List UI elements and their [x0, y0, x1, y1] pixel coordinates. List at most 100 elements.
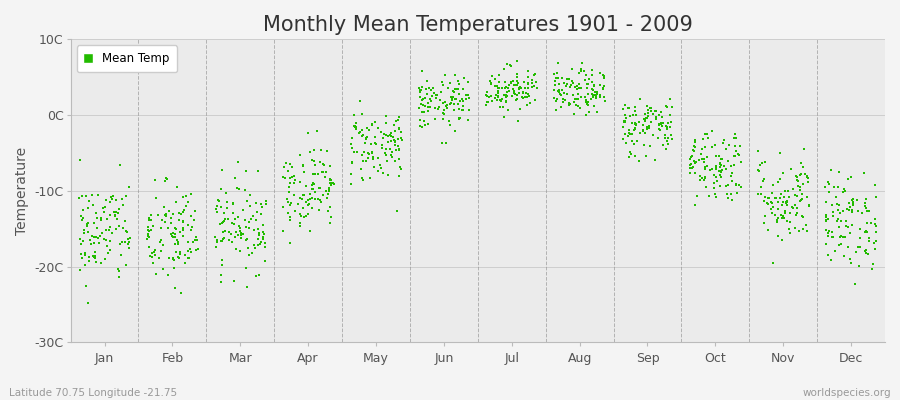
Point	[379, 145, 393, 152]
Point	[445, 94, 459, 101]
Point	[794, 160, 808, 166]
Point	[572, 103, 586, 110]
Point	[442, 118, 456, 124]
Point	[220, 204, 234, 211]
Point	[217, 218, 231, 224]
Point	[491, 90, 505, 96]
Point	[639, 102, 653, 109]
Point	[308, 171, 322, 177]
Point	[258, 244, 273, 250]
Point	[796, 181, 810, 187]
Point	[252, 272, 266, 278]
Point	[357, 149, 372, 156]
Point	[849, 249, 863, 256]
Point	[305, 195, 320, 201]
Point	[622, 154, 636, 160]
Point	[585, 66, 599, 73]
Point	[252, 230, 266, 236]
Point	[832, 224, 846, 230]
Point	[75, 193, 89, 199]
Point	[435, 139, 449, 146]
Point	[587, 82, 601, 89]
Point	[776, 212, 790, 219]
Point	[230, 232, 245, 238]
Point	[445, 96, 459, 103]
Point	[310, 128, 324, 134]
Point	[455, 102, 470, 109]
Point	[250, 226, 265, 232]
Point	[359, 134, 374, 141]
Point	[778, 188, 793, 194]
Point	[313, 197, 328, 204]
Point	[778, 208, 793, 214]
Point	[837, 253, 851, 260]
Point	[628, 126, 643, 133]
Point	[776, 170, 790, 176]
Point	[511, 89, 526, 96]
Point	[350, 149, 365, 156]
Point	[579, 93, 593, 100]
Point	[832, 202, 846, 208]
Point	[596, 72, 610, 78]
Point	[832, 169, 846, 175]
Point	[86, 234, 101, 240]
Point	[383, 130, 398, 136]
Point	[705, 128, 719, 134]
Point	[761, 227, 776, 234]
Point	[709, 194, 724, 201]
Point	[698, 174, 712, 180]
Point	[592, 92, 607, 99]
Point	[653, 121, 668, 128]
Point	[281, 168, 295, 174]
Point	[419, 86, 434, 92]
Point	[81, 205, 95, 211]
Point	[77, 252, 92, 259]
Point	[210, 202, 224, 209]
Point	[220, 216, 235, 222]
Point	[488, 82, 502, 89]
Point	[723, 142, 737, 148]
Point	[833, 241, 848, 248]
Point	[85, 233, 99, 239]
Point	[488, 76, 502, 82]
Point	[225, 210, 239, 216]
Point	[596, 86, 610, 92]
Point	[429, 95, 444, 101]
Point	[422, 84, 436, 91]
Point	[550, 60, 564, 66]
Point	[714, 169, 728, 175]
Point	[510, 96, 525, 102]
Point	[144, 216, 158, 223]
Point	[756, 178, 770, 184]
Point	[307, 147, 321, 153]
Point	[97, 209, 112, 215]
Point	[368, 140, 382, 146]
Point	[100, 242, 114, 249]
Point	[838, 234, 852, 240]
Point	[415, 124, 429, 131]
Point	[510, 74, 525, 80]
Point	[381, 139, 395, 146]
Point	[724, 163, 738, 169]
Point	[415, 68, 429, 74]
Point	[169, 183, 184, 190]
Point	[116, 202, 130, 208]
Point	[491, 94, 506, 100]
Point	[480, 93, 494, 100]
Point	[160, 272, 175, 278]
Point	[348, 124, 363, 130]
Point	[112, 268, 126, 274]
Point	[786, 186, 800, 192]
Point	[420, 78, 435, 85]
Point	[705, 144, 719, 150]
Point	[83, 237, 97, 243]
Point	[244, 216, 258, 223]
Point	[257, 240, 272, 246]
Point	[630, 138, 644, 144]
Point	[411, 105, 426, 112]
Point	[388, 139, 402, 145]
Title: Monthly Mean Temperatures 1901 - 2009: Monthly Mean Temperatures 1901 - 2009	[263, 15, 693, 35]
Point	[117, 218, 131, 224]
Point	[224, 231, 238, 237]
Point	[225, 220, 239, 226]
